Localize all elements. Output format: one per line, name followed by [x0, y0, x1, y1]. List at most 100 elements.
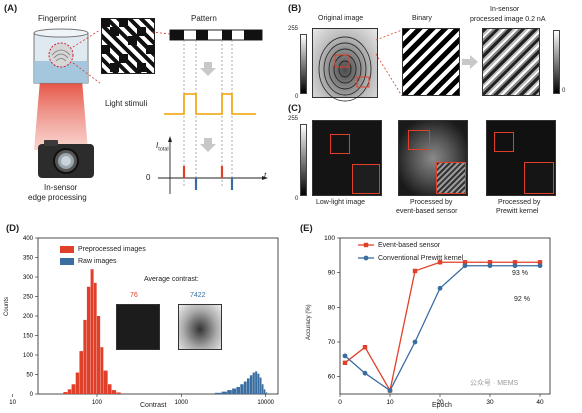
- accuracy-xtick-label: 30: [486, 399, 494, 406]
- accuracy-point: [342, 360, 348, 365]
- event-inset: [436, 162, 466, 194]
- binary-image: [402, 28, 460, 96]
- prewitt-label-2: Prewitt kernel: [496, 208, 539, 215]
- histogram-xtick-label: 100: [92, 400, 103, 406]
- legend-event-marker: [363, 242, 369, 248]
- histogram-xtick-label: 10000: [257, 400, 274, 406]
- histogram-bar: [214, 392, 222, 394]
- colorbar-b-right: [553, 30, 560, 94]
- accuracy-point: [362, 345, 368, 350]
- histogram-bar: [90, 269, 94, 394]
- histogram-bar: [83, 319, 87, 394]
- beaker-illustration: [33, 28, 101, 150]
- itotal-zero: 0: [146, 173, 151, 182]
- histogram-bar: [221, 391, 227, 394]
- preprocessed-thumbnail: [116, 304, 160, 350]
- histogram-bar: [93, 282, 97, 394]
- accuracy-xtick-label: 0: [338, 399, 342, 406]
- fingerprint-label: Fingerprint: [38, 14, 77, 23]
- histogram-ylabel: Counts: [4, 296, 10, 316]
- histogram-bar: [111, 390, 117, 394]
- colorbar-b: [300, 34, 307, 94]
- watermark: 公众号 · MEMS: [470, 380, 519, 387]
- accuracy-ytick-label: 60: [328, 374, 336, 381]
- histogram-ytick-label: 350: [23, 256, 34, 262]
- histogram-xtick-label: 1000: [175, 400, 189, 406]
- legend-raw-label: Raw images: [78, 258, 117, 265]
- panel-a-label: (A): [4, 3, 18, 14]
- histogram-bar: [71, 384, 76, 394]
- histogram-bar: [63, 392, 68, 394]
- accuracy-ytick-label: 70: [328, 339, 336, 346]
- itotal-label: Itotal: [156, 142, 169, 153]
- histogram-bar: [227, 390, 232, 394]
- histogram-ytick-label: 200: [23, 314, 34, 320]
- colorbar-b-top: 255: [288, 26, 299, 32]
- accuracy-point: [537, 263, 543, 269]
- accuracy-xlabel: Epoch: [432, 402, 452, 409]
- legend-prewitt-marker: [363, 255, 369, 261]
- histogram-bar: [67, 389, 72, 394]
- camera-label-2: edge processing: [28, 193, 87, 202]
- processed-label-1: In-sensor: [490, 6, 520, 13]
- accuracy-xtick-label: 20: [436, 399, 444, 406]
- histogram-bar: [259, 377, 262, 394]
- colorbar-c: [300, 124, 307, 196]
- histogram-xlabel: Contrast: [140, 402, 167, 409]
- panel-d-label: (D): [6, 223, 20, 234]
- histogram-bar: [232, 388, 237, 394]
- legend-event-label: Event-based sensor: [378, 242, 441, 249]
- histogram-bar: [240, 384, 244, 394]
- accuracy-series-line: [344, 265, 540, 392]
- light-stimuli-label: Light stimuli: [105, 99, 148, 108]
- prewitt-inset: [524, 162, 554, 194]
- histogram-bar: [255, 371, 258, 394]
- raw-thumbnail: [178, 304, 222, 350]
- histogram-bar: [246, 378, 250, 394]
- histogram-ytick-label: 50: [26, 373, 33, 379]
- legend-pre-label: Preprocessed images: [78, 246, 146, 253]
- histogram-bar: [79, 351, 84, 394]
- histogram-bar: [75, 372, 80, 394]
- panel-c-label: (C): [288, 103, 302, 114]
- prewitt-roi: [494, 132, 514, 152]
- accuracy-point: [437, 260, 443, 265]
- accuracy-series-line: [344, 261, 540, 393]
- accuracy-point: [487, 263, 493, 269]
- accuracy-point: [342, 353, 348, 359]
- accuracy-point: [462, 263, 468, 269]
- average-contrast-label: Average contrast:: [144, 276, 199, 283]
- histogram-ytick-label: 0: [30, 392, 34, 398]
- itotal-main: I: [156, 141, 159, 150]
- accuracy-point: [512, 263, 518, 269]
- accuracy-ytick-label: 100: [324, 235, 335, 242]
- histogram-bar: [96, 316, 101, 394]
- histogram-ytick-label: 250: [23, 295, 34, 301]
- histogram-bar: [100, 347, 104, 394]
- camera-icon: [38, 140, 94, 178]
- histogram-bar: [103, 370, 108, 394]
- accuracy-frame: [339, 237, 551, 395]
- accuracy-point: [537, 260, 543, 265]
- accuracy-ylabel: Accuracy (%): [306, 304, 312, 340]
- histogram-bar: [252, 372, 255, 394]
- contrast-histogram: 0 50 100 150 200 250 300 350 400 10 100 1000 10000: [9, 236, 279, 406]
- accuracy-line-chart: 60 70 80 90 100 0 10 20 30 40: [324, 235, 551, 406]
- histogram-bar: [257, 373, 260, 394]
- histogram-ytick-label: 100: [23, 353, 34, 359]
- accuracy-point: [362, 370, 368, 376]
- accuracy-ytick-label: 80: [328, 304, 336, 311]
- accuracy-point: [462, 260, 468, 265]
- histogram-bar: [236, 386, 240, 394]
- histogram-xtick-label: 10: [9, 400, 16, 406]
- colorbar-b-right-zero: 0: [562, 88, 566, 94]
- accuracy-point: [412, 339, 418, 345]
- average-pre-value: 76: [130, 292, 138, 299]
- panel-b-label: (B): [288, 3, 302, 14]
- histogram-bar: [265, 392, 268, 394]
- average-raw-value: 7422: [190, 292, 206, 299]
- time-axis-label: t: [264, 171, 267, 180]
- original-image-label: Original image: [318, 15, 364, 22]
- low-light-roi: [330, 134, 350, 154]
- in-sensor-processed-image: [482, 28, 540, 96]
